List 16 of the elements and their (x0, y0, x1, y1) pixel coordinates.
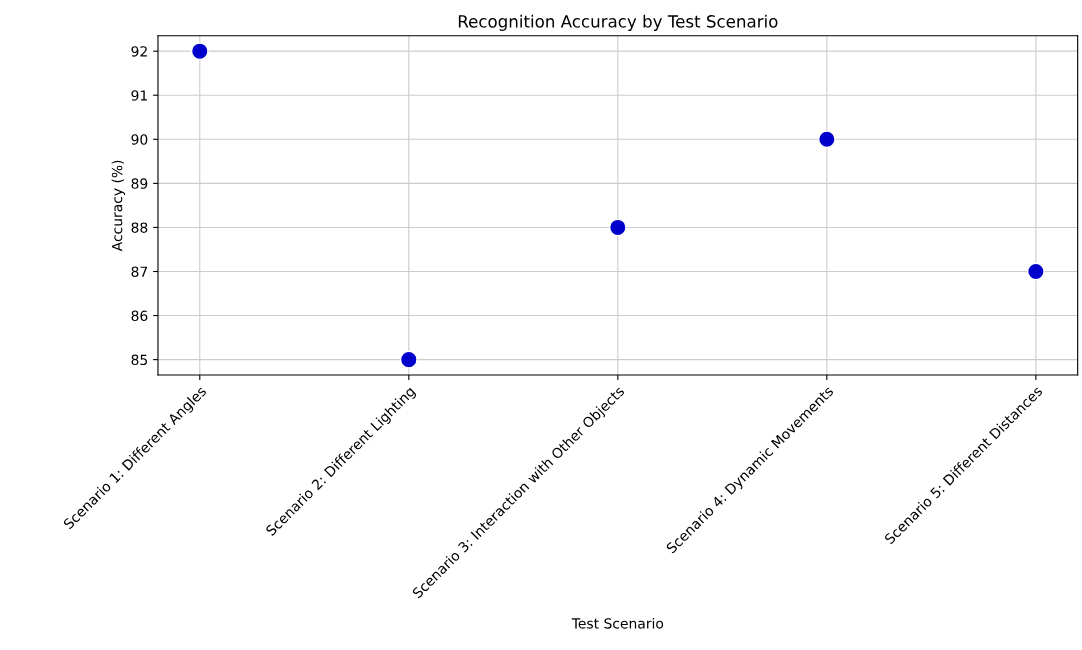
chart-title: Recognition Accuracy by Test Scenario (458, 14, 778, 31)
point (190, 42, 209, 61)
y-tick-label: 91 (131, 90, 147, 101)
point (399, 350, 418, 369)
y-tick-label: 89 (131, 178, 148, 189)
y-tick-label: 88 (131, 222, 148, 233)
y-tick-label: 85 (131, 354, 148, 366)
point (817, 130, 836, 149)
x-axis-title: Test Scenario (571, 617, 664, 629)
y-tick-label: 90 (131, 134, 148, 145)
y-tick-label: 92 (131, 46, 147, 57)
y-tick-label: 87 (131, 266, 148, 277)
y-axis-title: Accuracy (%) (111, 160, 126, 252)
y-tick-label: 86 (131, 310, 148, 322)
point (1026, 262, 1045, 281)
point (608, 218, 627, 237)
